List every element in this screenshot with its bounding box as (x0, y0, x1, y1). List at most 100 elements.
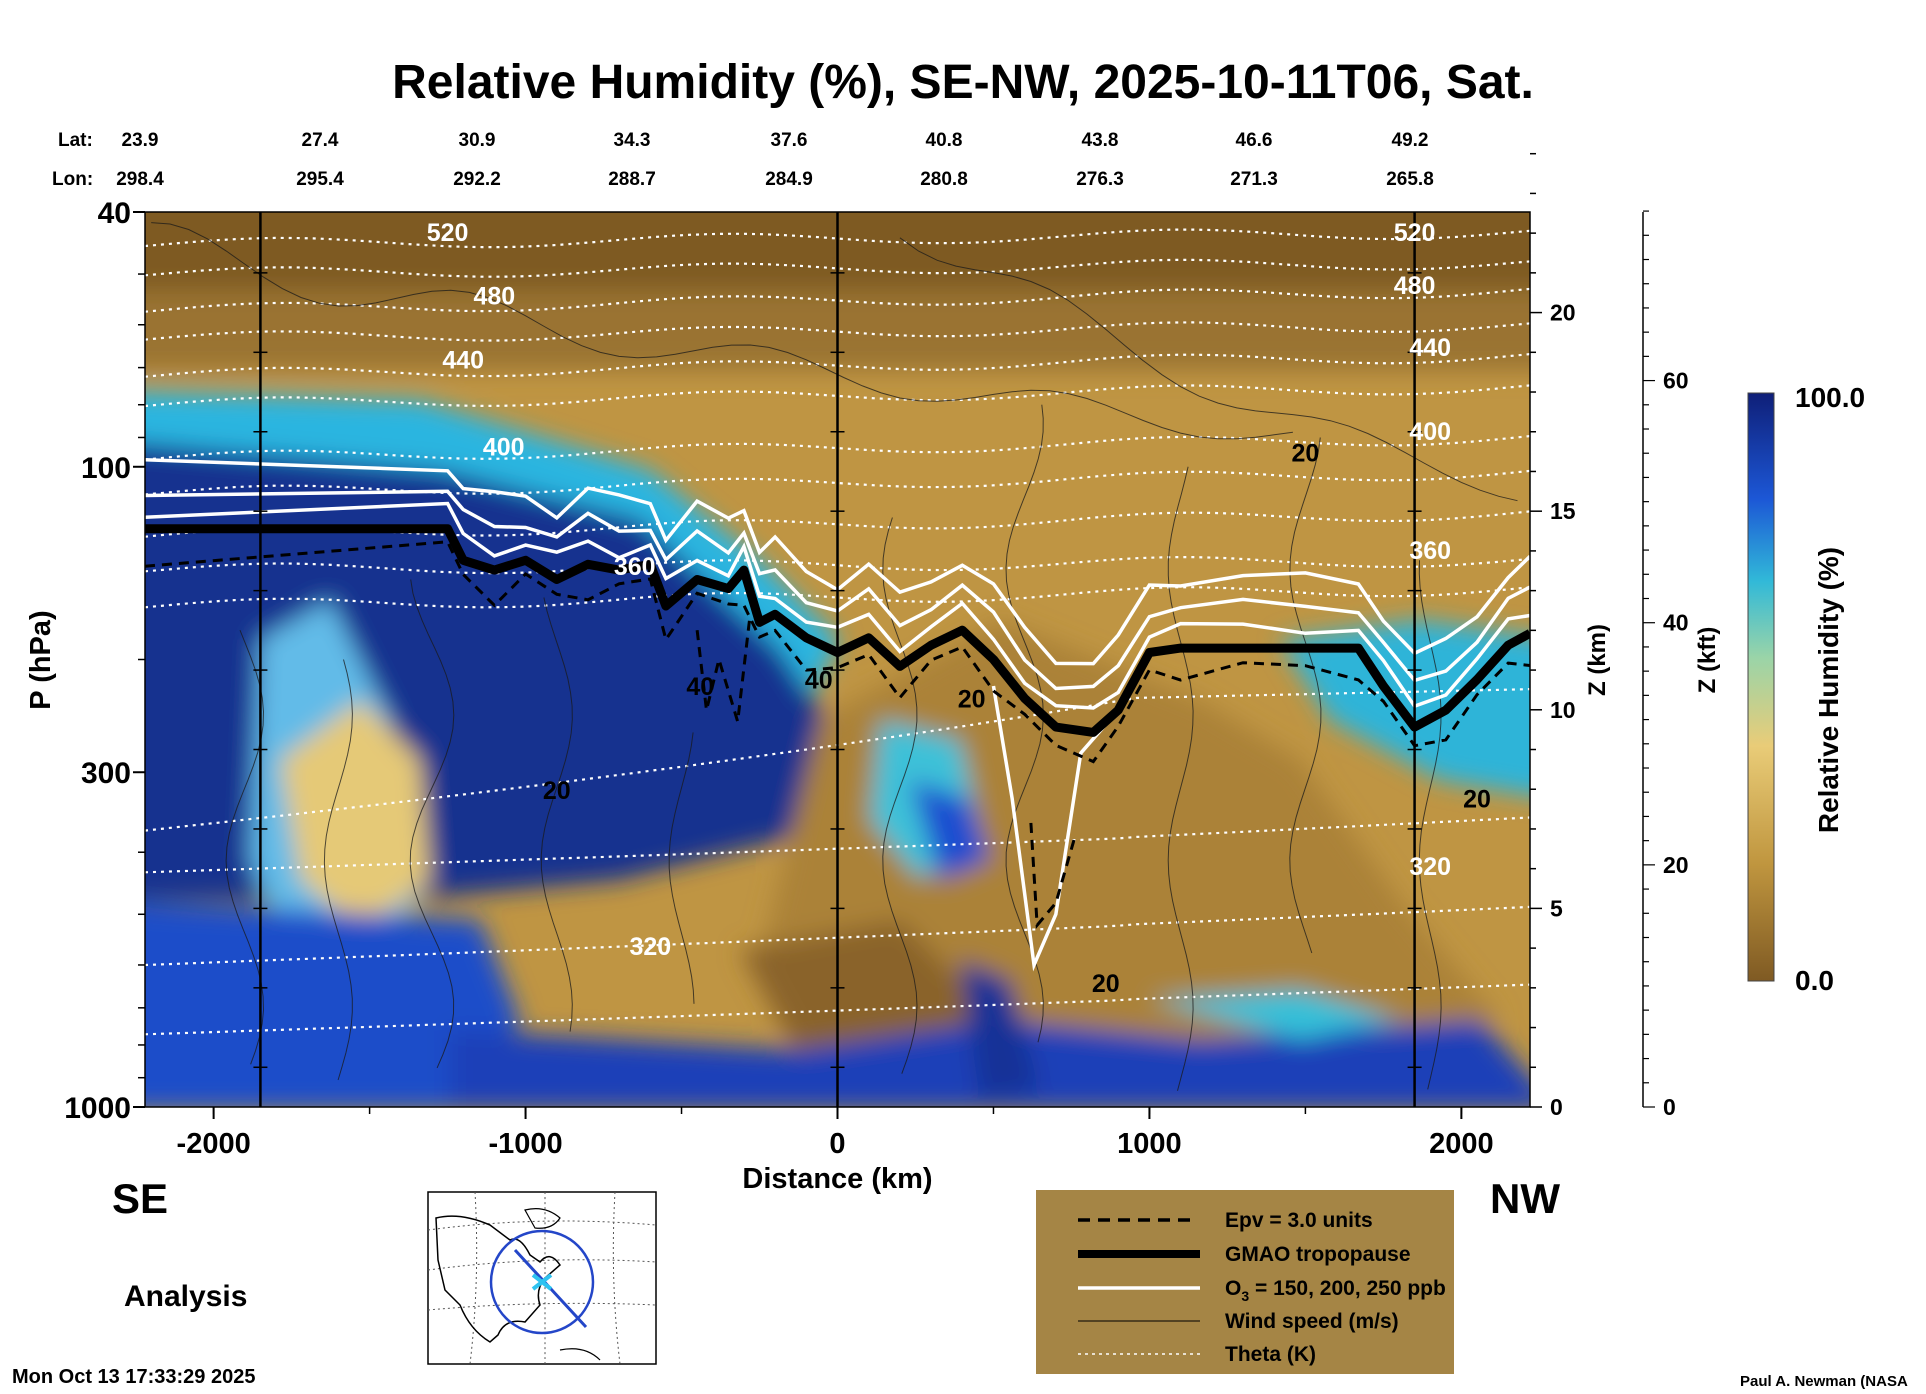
contour-label: 520 (1394, 219, 1436, 247)
contour-label: 20 (1291, 440, 1319, 468)
lat-value: 30.9 (459, 130, 496, 151)
legend: Epv = 3.0 units GMAO tropopause O3 = 150… (1036, 1190, 1454, 1374)
z-kft-label: 60 (1663, 368, 1689, 394)
lon-value: 284.9 (765, 169, 813, 190)
lat-value: 37.6 (771, 130, 808, 151)
lat-value: 46.6 (1236, 130, 1273, 151)
legend-wind: Wind speed (m/s) (1225, 1310, 1399, 1333)
rh-region-se-yellow (280, 700, 430, 930)
timestamp: Mon Oct 13 17:33:29 2025 (12, 1366, 255, 1388)
rh-region-strat-top (145, 212, 1530, 300)
lat-value: 23.9 (122, 130, 159, 151)
lon-value: 298.4 (116, 169, 164, 190)
ozone-contour (145, 501, 1530, 710)
contour-label: 400 (1409, 418, 1451, 446)
wind-contour (409, 579, 455, 1069)
wind-contour (1167, 466, 1194, 1091)
x-axis-label: Distance (km) (742, 1163, 932, 1195)
rh-region-dry-pocket (740, 920, 980, 1060)
contour-label: 40 (686, 673, 714, 701)
ozone-contour (991, 685, 1120, 972)
inset-range-circle (489, 1229, 595, 1335)
lon-value: 292.2 (453, 169, 501, 190)
location-markers (253, 212, 1422, 1107)
x-tick-label: 1000 (1117, 1128, 1182, 1160)
lon-value: 280.8 (920, 169, 968, 190)
wind-contour (1005, 404, 1044, 1043)
y-tick-label: 40 (98, 197, 131, 230)
contour-label: 360 (614, 553, 656, 581)
colorbar-min: 0.0 (1795, 965, 1834, 996)
ozone-contour (145, 489, 1530, 691)
y-tick-label: 100 (81, 452, 131, 485)
lon-row: Lon: 298.4 295.4 292.2 288.7 284.9 280.8 276.3… (52, 169, 1434, 190)
lat-label: Lat: (58, 130, 93, 151)
inset-map (427, 1191, 657, 1365)
z-km-label: 15 (1550, 498, 1576, 524)
ozone-contour (145, 457, 1530, 666)
y-axis-label: P (hPa) (25, 610, 57, 709)
rh-region-nw-dry (760, 620, 1500, 1060)
contour-label: 440 (1409, 334, 1451, 362)
plot-area: 520 520 480 480 440 440 400 400 360 360 320 320 20 20… (145, 212, 1530, 1107)
credit: Paul A. Newman (NASA (1740, 1373, 1908, 1390)
contour-label: 320 (629, 933, 671, 961)
contour-label: 20 (1463, 786, 1491, 814)
colorbar: 100.0 0.0 Relative Humidity (%) (1747, 382, 1865, 996)
lon-value: 276.3 (1076, 169, 1124, 190)
nw-label: NW (1490, 1175, 1560, 1222)
wind-contour (1418, 560, 1442, 1090)
z-kft-label: 40 (1663, 610, 1689, 636)
epv-contour (695, 614, 752, 722)
contour-label: 320 (1409, 853, 1451, 881)
lat-value: 27.4 (302, 130, 339, 151)
epv-contour (1029, 822, 1077, 930)
wind-contour (323, 659, 353, 1081)
analysis-label: Analysis (124, 1280, 247, 1313)
legend-tropopause: GMAO tropopause (1225, 1243, 1411, 1266)
lon-value: 295.4 (296, 169, 344, 190)
contour-label: 400 (483, 434, 525, 462)
lat-value: 34.3 (614, 130, 651, 151)
contour-labels: 520 520 480 480 440 440 400 400 360 360 320 320 20 20… (427, 219, 1491, 998)
tropopause-line (145, 524, 1530, 737)
contour-label: 480 (474, 282, 516, 310)
lat-value: 40.8 (926, 130, 963, 151)
colorbar-label: Relative Humidity (%) (1813, 547, 1844, 833)
contour-label: 360 (1409, 537, 1451, 565)
lat-value: 43.8 (1082, 130, 1119, 151)
z-km-label: 20 (1550, 300, 1576, 326)
contour-label: 520 (427, 219, 469, 247)
z-km-label: 0 (1550, 1094, 1563, 1120)
contour-label: 480 (1394, 272, 1436, 300)
y-tick-label: 300 (81, 757, 131, 790)
contour-label: 20 (543, 777, 571, 805)
z-km-label: 10 (1550, 697, 1576, 723)
rh-region-surface-plume (960, 960, 1040, 1100)
legend-epv: Epv = 3.0 units (1225, 1209, 1373, 1232)
y-tick-label: 1000 (64, 1092, 131, 1125)
x-tick-label: -2000 (177, 1128, 251, 1160)
wind-contour (1289, 437, 1322, 954)
lon-label: Lon: (52, 169, 93, 190)
inset-center-marker (531, 1273, 553, 1291)
lat-value: 49.2 (1392, 130, 1429, 151)
lon-value: 288.7 (608, 169, 656, 190)
se-label: SE (112, 1175, 168, 1222)
rh-region-boundary-layer-cyan (1150, 990, 1400, 1040)
z-km-axis-label: Z (km) (1584, 624, 1611, 696)
x-tick-label: 0 (829, 1128, 845, 1160)
colorbar-max: 100.0 (1795, 382, 1865, 413)
lon-value: 265.8 (1386, 169, 1434, 190)
legend-ozone: O3 = 150, 200, 250 ppb (1225, 1277, 1446, 1304)
lat-row: Lat: 23.9 27.4 30.9 34.3 37.6 40.8 43.8 46.6 49.… (58, 130, 1428, 151)
chart-title: Relative Humidity (%), SE-NW, 2025-10-11… (392, 56, 1534, 109)
epv-contour (145, 540, 1530, 764)
theta-contour (145, 983, 1530, 1036)
z-kft-label: 0 (1663, 1094, 1676, 1120)
contour-label: 40 (805, 667, 833, 695)
x-tick-label: -1000 (488, 1128, 562, 1160)
z-km-label: 5 (1550, 895, 1563, 921)
